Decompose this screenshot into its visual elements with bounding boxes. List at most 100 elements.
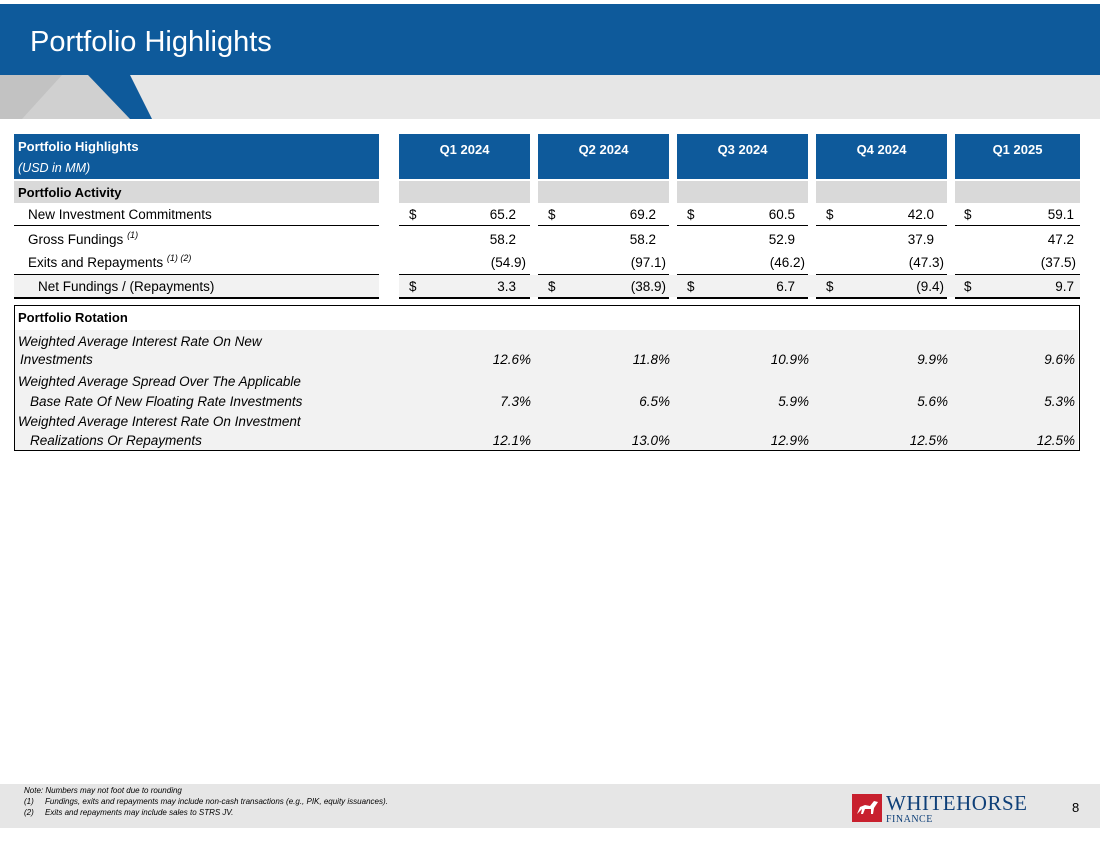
quarter-header-q1-2025: Q1 2025 bbox=[955, 134, 1080, 179]
cell-value: 9.9% bbox=[917, 352, 948, 367]
row-label-line1: Weighted Average Interest Rate On New bbox=[18, 334, 262, 349]
footnote-text: Fundings, exits and repayments may inclu… bbox=[45, 797, 388, 806]
row-divider bbox=[677, 274, 808, 275]
row-divider bbox=[955, 225, 1080, 226]
cell-value: 11.8% bbox=[632, 352, 670, 367]
cell-value: (38.9) bbox=[630, 279, 666, 294]
cell-value: (47.3) bbox=[908, 255, 944, 270]
section-row-bg bbox=[955, 181, 1080, 203]
row-divider bbox=[538, 274, 669, 275]
cell-value: 5.9% bbox=[778, 394, 809, 409]
cell-value: 10.9% bbox=[770, 352, 809, 367]
footnote-line: (1) Fundings, exits and repayments may i… bbox=[24, 797, 388, 806]
footnote-marker: (1) bbox=[127, 230, 139, 240]
cell-value: 52.9 bbox=[768, 232, 795, 247]
cell-value: 9.6% bbox=[1044, 352, 1075, 367]
section-row-bg bbox=[399, 181, 530, 203]
cell-value: 12.6% bbox=[492, 352, 531, 367]
quarter-header-q3-2024: Q3 2024 bbox=[677, 134, 808, 179]
footnote-marker: (1) (2) bbox=[166, 253, 192, 263]
row-divider-double bbox=[816, 297, 947, 299]
cell-value: 6.5% bbox=[639, 394, 670, 409]
logo-wordmark: WHITEHORSE bbox=[886, 791, 1028, 815]
row-divider bbox=[399, 274, 530, 275]
currency-symbol: $ bbox=[687, 279, 695, 294]
currency-symbol: $ bbox=[548, 279, 556, 294]
row-label: Gross Fundings (1) bbox=[28, 230, 139, 247]
row-label-line2: Realizations Or Repayments bbox=[30, 433, 202, 448]
cell-value: (37.5) bbox=[1040, 255, 1076, 270]
cell-value: 42.0 bbox=[907, 207, 934, 222]
whitehorse-logo: WHITEHORSE FINANCE bbox=[852, 791, 1048, 825]
logo-subtext: FINANCE bbox=[886, 814, 933, 825]
row-divider-double bbox=[399, 297, 530, 299]
cell-value: (97.1) bbox=[630, 255, 666, 270]
header-decoration bbox=[0, 75, 152, 119]
row-divider-double bbox=[14, 297, 379, 299]
currency-symbol: $ bbox=[826, 279, 834, 294]
rotation-rows-bg bbox=[15, 330, 1078, 450]
cell-value: 58.2 bbox=[489, 232, 516, 247]
row-label-text: Gross Fundings bbox=[28, 232, 124, 247]
cell-value: 58.2 bbox=[629, 232, 656, 247]
row-divider-double bbox=[955, 297, 1080, 299]
cell-value: 5.6% bbox=[917, 394, 948, 409]
row-label-line2: Investments bbox=[20, 352, 93, 367]
footnote-marker: (2) bbox=[24, 808, 34, 817]
quarter-header-q4-2024: Q4 2024 bbox=[816, 134, 947, 179]
cell-value: 47.2 bbox=[1047, 232, 1074, 247]
currency-symbol: $ bbox=[548, 207, 556, 222]
row-divider bbox=[816, 225, 947, 226]
footnote-text: Exits and repayments may include sales t… bbox=[45, 808, 234, 817]
header-gray-band bbox=[0, 75, 1100, 119]
cell-value: 12.1% bbox=[492, 433, 531, 448]
row-divider bbox=[14, 225, 379, 226]
title-band: Portfolio Highlights bbox=[0, 4, 1100, 75]
row-label-line1: Weighted Average Interest Rate On Invest… bbox=[18, 414, 301, 429]
footnote-line: Note: Numbers may not foot due to roundi… bbox=[24, 786, 182, 795]
cell-value: 60.5 bbox=[768, 207, 795, 222]
row-divider bbox=[677, 225, 808, 226]
table-header-title-cell: Portfolio Highlights (USD in MM) bbox=[14, 134, 379, 179]
horse-logo-icon bbox=[852, 794, 882, 822]
row-label-text: Exits and Repayments bbox=[28, 255, 164, 270]
cell-value: (54.9) bbox=[490, 255, 526, 270]
row-divider bbox=[399, 225, 530, 226]
net-row-bg bbox=[14, 275, 379, 297]
row-label: Net Fundings / (Repayments) bbox=[38, 279, 215, 294]
section-row-bg bbox=[816, 181, 947, 203]
row-divider bbox=[955, 274, 1080, 275]
currency-symbol: $ bbox=[826, 207, 834, 222]
cell-value: 59.1 bbox=[1047, 207, 1074, 222]
row-divider bbox=[816, 274, 947, 275]
footnote-marker: (1) bbox=[24, 797, 34, 806]
table-header-title: Portfolio Highlights bbox=[18, 139, 139, 154]
portfolio-rotation-box: Portfolio Rotation Weighted Average Inte… bbox=[14, 305, 1080, 451]
section-row-bg bbox=[538, 181, 669, 203]
footer-band bbox=[0, 784, 1100, 828]
cell-value: 6.7 bbox=[776, 279, 795, 294]
currency-symbol: $ bbox=[687, 207, 695, 222]
cell-value: (46.2) bbox=[769, 255, 805, 270]
quarter-header-q2-2024: Q2 2024 bbox=[538, 134, 669, 179]
section-row-bg: Portfolio Activity bbox=[14, 181, 379, 203]
section-title-activity: Portfolio Activity bbox=[18, 185, 122, 200]
row-label-line2: Base Rate Of New Floating Rate Investmen… bbox=[30, 394, 303, 409]
currency-symbol: $ bbox=[964, 279, 972, 294]
row-divider-double bbox=[538, 297, 669, 299]
quarter-header-q1-2024: Q1 2024 bbox=[399, 134, 530, 179]
cell-value: 3.3 bbox=[497, 279, 516, 294]
cell-value: 65.2 bbox=[489, 207, 516, 222]
table-header-subtitle: (USD in MM) bbox=[18, 161, 91, 175]
section-title-rotation: Portfolio Rotation bbox=[18, 310, 128, 325]
cell-value: 7.3% bbox=[500, 394, 531, 409]
currency-symbol: $ bbox=[409, 207, 417, 222]
row-divider-double bbox=[677, 297, 808, 299]
cell-value: 13.0% bbox=[631, 433, 670, 448]
page-number: 8 bbox=[1072, 800, 1080, 815]
cell-value: 9.7 bbox=[1055, 279, 1074, 294]
currency-symbol: $ bbox=[409, 279, 417, 294]
footnote-line: (2) Exits and repayments may include sal… bbox=[24, 808, 233, 817]
section-row-bg bbox=[677, 181, 808, 203]
row-label: New Investment Commitments bbox=[28, 207, 212, 222]
